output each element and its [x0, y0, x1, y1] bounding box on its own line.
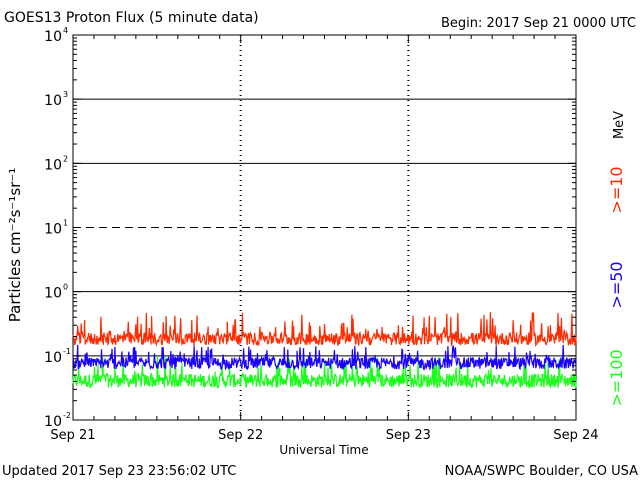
y-tick-exp-1: -1 — [63, 347, 71, 356]
x-tick-label-0: Sep 21 — [50, 428, 95, 443]
x-axis-ticks: Sep 21 Sep 22 Sep 23 Sep 24 — [50, 35, 599, 443]
y-tick-exp-6: 4 — [63, 26, 68, 35]
y-axis-label: Particles cm⁻²s⁻¹sr⁻¹ — [6, 168, 24, 322]
threshold-lines — [73, 98, 576, 357]
series-line-1 — [72, 344, 577, 371]
y-tick-label-0: 10 — [44, 414, 62, 430]
y-tick-label-1: 10 — [44, 350, 62, 366]
x-tick-label-2: Sep 23 — [386, 428, 431, 443]
x-axis-label: Universal Time — [279, 443, 368, 457]
y-tick-label-3: 10 — [44, 222, 62, 238]
y-tick-exp-3: 1 — [63, 219, 68, 228]
y-tick-exp-4: 2 — [63, 154, 68, 163]
legend-ge50: >=50 — [607, 261, 626, 308]
y-tick-label-6: 10 — [44, 29, 62, 45]
chart-title: GOES13 Proton Flux (5 minute data) — [4, 10, 259, 26]
y-tick-label-5: 10 — [44, 93, 62, 109]
updated-timestamp: Updated 2017 Sep 23 23:56:02 UTC — [2, 464, 236, 479]
y-tick-exp-0: -2 — [63, 411, 71, 420]
units-label: MeV — [612, 111, 627, 139]
x-tick-label-3: Sep 24 — [553, 428, 598, 443]
begin-time-label: Begin: 2017 Sep 21 0000 UTC — [441, 16, 636, 31]
x-tick-label-1: Sep 22 — [218, 428, 263, 443]
y-tick-label-2: 10 — [44, 286, 62, 302]
series-group — [72, 312, 577, 389]
y-tick-exp-2: 0 — [63, 283, 68, 292]
credit-label: NOAA/SWPC Boulder, CO USA — [445, 464, 638, 479]
y-tick-label-4: 10 — [44, 157, 62, 173]
legend-ge10: >=10 — [607, 166, 626, 213]
series-line-0 — [72, 312, 577, 347]
y-tick-exp-5: 3 — [63, 90, 68, 99]
legend-ge100: >=100 — [607, 349, 626, 406]
